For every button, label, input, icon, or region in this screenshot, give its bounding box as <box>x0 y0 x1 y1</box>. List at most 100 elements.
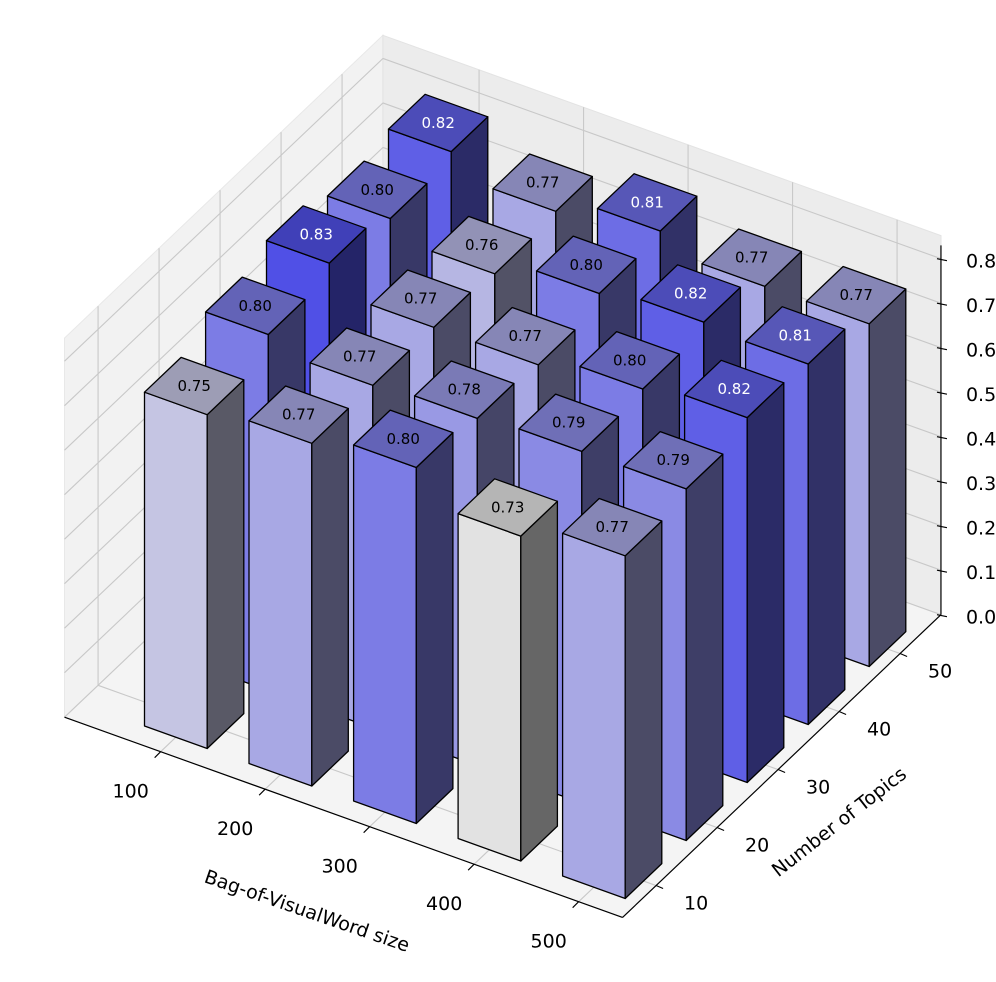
z-tick-label-1: 0.1 <box>966 562 996 584</box>
bar-top-face <box>265 205 367 264</box>
y-tick-label-3: 40 <box>867 719 891 741</box>
z-grid-left-7 <box>64 102 384 407</box>
y-tick-label-4: 50 <box>928 661 952 683</box>
bar-value-label: 0.78 <box>447 381 480 399</box>
bar-value-label: 0.83 <box>299 225 332 243</box>
bar-value-label: 0.82 <box>674 284 707 302</box>
bar-top-face <box>413 360 515 420</box>
x-axis-label: Bag-of-VisualWord size <box>202 866 413 957</box>
z-tick-label-3: 0.3 <box>966 473 996 495</box>
bar-value-label: 0.77 <box>404 290 437 308</box>
bar-top-face <box>326 160 428 220</box>
bar-value-label: 0.80 <box>238 297 271 315</box>
y-tick-label-2: 30 <box>806 777 830 799</box>
bar-top-face <box>596 173 698 232</box>
x-tick-1 <box>258 788 266 796</box>
bars: 0.82 0.77 0.81 0.77 0.77 0.80 0.76 0.80 0.82 0.81… <box>143 93 907 900</box>
bar-value-label: 0.81 <box>630 193 663 211</box>
bar-top-face <box>622 430 724 490</box>
z-tick-label-8: 0.8 <box>966 251 996 273</box>
bar-value-label: 0.77 <box>343 348 376 366</box>
bar-top-face <box>561 497 663 557</box>
bar-top-face <box>248 385 349 444</box>
axis-lines <box>64 245 948 919</box>
bar-top-face <box>640 264 742 323</box>
z-grid-left-8 <box>64 58 384 362</box>
x-tick-label-4: 500 <box>531 931 567 953</box>
z-grid-back-8 <box>382 57 942 260</box>
z-tick-7 <box>936 302 948 306</box>
y-axis-line <box>622 614 942 918</box>
x-tick-label-2: 300 <box>322 856 358 878</box>
bar-front-face <box>248 420 313 787</box>
bar-value-label: 0.82 <box>421 114 454 132</box>
y-tick-3 <box>838 711 847 716</box>
bar-value-label: 0.77 <box>526 174 559 192</box>
bar-top-face <box>683 359 785 419</box>
bar-top-face <box>518 393 620 453</box>
z-tick-6 <box>936 347 948 351</box>
x-tick-label-0: 100 <box>113 781 149 803</box>
bar-value-label: 0.77 <box>595 518 628 536</box>
z-tick-label-4: 0.4 <box>966 429 996 451</box>
bar-side-face <box>311 407 349 787</box>
bar-top-face <box>805 265 907 325</box>
bar-value-label: 0.76 <box>465 236 498 254</box>
bar-side-face <box>746 382 785 784</box>
z-tick-0 <box>936 614 948 618</box>
bar-top-face <box>370 269 472 328</box>
bar-500-10: 0.77 <box>561 497 663 900</box>
bar-top-face <box>431 215 533 275</box>
bar-value-label: 0.77 <box>508 327 541 345</box>
x-tick-label-3: 400 <box>426 893 462 915</box>
bar-front-face <box>352 444 417 825</box>
bar-value-label: 0.80 <box>360 181 393 199</box>
z-tick-label-5: 0.5 <box>966 384 996 406</box>
bar-side-face <box>807 328 846 726</box>
z-tick-label-2: 0.2 <box>966 518 996 540</box>
z-tick-4 <box>936 436 948 440</box>
bar-side-face <box>624 520 663 900</box>
y-tick-4 <box>899 653 908 658</box>
bar-value-label: 0.75 <box>177 377 210 395</box>
x-axis-line <box>64 716 623 919</box>
x-tick-4 <box>572 901 580 909</box>
bar-400-10: 0.73 <box>457 478 559 862</box>
bar-top-face <box>492 153 593 212</box>
bar-top-face <box>474 306 576 366</box>
z-tick-1 <box>936 569 948 573</box>
bar-side-face <box>685 453 724 842</box>
z-tick-2 <box>936 525 948 529</box>
z-tick-label-0: 0.0 <box>966 607 996 629</box>
y-tick-label-0: 10 <box>684 893 708 915</box>
bar-top-face <box>143 356 245 416</box>
bar-value-label: 0.81 <box>778 326 811 344</box>
bar-value-label: 0.77 <box>735 249 768 267</box>
y-tick-0 <box>655 885 664 890</box>
z-tick-8 <box>936 258 948 262</box>
bar-top-face <box>579 330 681 390</box>
bar-value-label: 0.73 <box>491 499 524 517</box>
bar-front-face <box>143 391 208 750</box>
z-tick-3 <box>936 480 948 484</box>
bar-top-face <box>387 93 489 153</box>
y-tick-1 <box>716 827 725 832</box>
bar-top-face <box>204 276 306 336</box>
bar-100-10: 0.75 <box>143 356 245 750</box>
bar-value-label: 0.80 <box>386 430 419 448</box>
bar-value-label: 0.77 <box>839 286 872 304</box>
bar-200-10: 0.77 <box>248 385 349 787</box>
bar-value-label: 0.80 <box>613 351 646 369</box>
bar-front-face <box>457 512 522 862</box>
bar-top-face <box>309 327 411 386</box>
bar-top-face <box>457 478 559 537</box>
bar-300-10: 0.80 <box>352 409 454 825</box>
y-tick-label-1: 20 <box>745 835 769 857</box>
bar-value-label: 0.82 <box>717 380 750 398</box>
x-tick-3 <box>467 863 475 871</box>
bar-value-label: 0.77 <box>282 406 315 424</box>
x-tick-0 <box>154 751 162 759</box>
bar-side-face <box>868 288 907 668</box>
bar-value-label: 0.80 <box>569 256 602 274</box>
bar-top-face <box>535 235 637 295</box>
